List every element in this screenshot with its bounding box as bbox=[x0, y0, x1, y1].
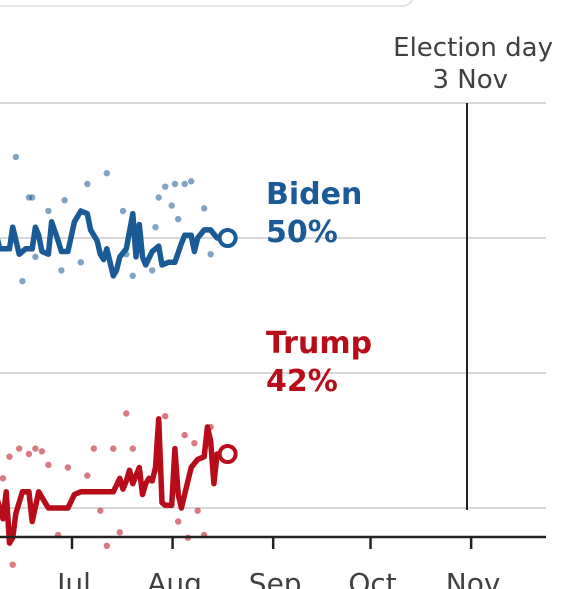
trump-poll-point bbox=[103, 542, 111, 549]
trump-poll-point bbox=[194, 507, 201, 514]
x-tick-label: Jul bbox=[55, 567, 91, 589]
trump-poll-point bbox=[64, 464, 72, 471]
biden-poll-point bbox=[61, 197, 68, 204]
trump-poll-point bbox=[38, 448, 46, 455]
biden-poll-point bbox=[103, 170, 111, 177]
biden-poll-point bbox=[119, 207, 127, 215]
trump-poll-point bbox=[84, 472, 91, 479]
biden-poll-point bbox=[19, 278, 26, 285]
trump-end-marker bbox=[217, 444, 238, 464]
biden-poll-point bbox=[181, 180, 188, 188]
trump-poll-point bbox=[9, 561, 16, 568]
x-tick-label: Aug bbox=[147, 567, 202, 589]
trump-poll-point bbox=[181, 431, 188, 439]
biden-trend-line bbox=[0, 208, 227, 279]
election-day-date: 3 Nov bbox=[432, 65, 508, 95]
trump-poll-point bbox=[110, 445, 117, 452]
trump-trend-line bbox=[0, 416, 227, 546]
trump-poll-point bbox=[25, 450, 33, 458]
biden-poll-point bbox=[187, 178, 195, 185]
biden-poll-point bbox=[84, 180, 91, 188]
trump-poll-point bbox=[32, 445, 39, 452]
trump-poll-point bbox=[0, 475, 7, 482]
gridlines bbox=[0, 102, 546, 509]
biden-poll-point bbox=[174, 215, 182, 223]
biden-poll-point bbox=[58, 267, 65, 274]
biden-poll-point bbox=[171, 180, 179, 188]
top-tab bbox=[0, 0, 414, 7]
biden-poll-point bbox=[149, 267, 156, 274]
trend-lines bbox=[0, 208, 238, 546]
trump-poll-point bbox=[123, 410, 130, 417]
biden-poll-point bbox=[168, 202, 175, 209]
biden-poll-point bbox=[155, 194, 162, 201]
trump-poll-point bbox=[162, 413, 169, 420]
biden-poll-point bbox=[200, 205, 208, 212]
biden-poll-point bbox=[45, 207, 52, 215]
biden-poll-point bbox=[207, 251, 214, 258]
biden-poll-point bbox=[28, 194, 36, 201]
trump-poll-point bbox=[15, 445, 23, 452]
biden-poll-point bbox=[32, 253, 39, 261]
trump-poll-point bbox=[45, 461, 52, 468]
biden-poll-point bbox=[152, 224, 159, 231]
trump-value-label: 42% bbox=[266, 364, 338, 399]
biden-poll-point bbox=[77, 259, 85, 266]
x-tick-label: Nov bbox=[446, 567, 501, 589]
x-tick-label: Oct bbox=[348, 567, 396, 589]
trump-poll-point bbox=[174, 518, 182, 525]
trump-poll-point bbox=[129, 445, 136, 452]
trump-poll-point bbox=[90, 445, 98, 452]
trump-poll-point bbox=[6, 453, 13, 460]
biden-poll-point bbox=[162, 183, 169, 190]
x-axis: JunJulAugSepOctNov bbox=[0, 535, 546, 589]
biden-value-label: 50% bbox=[266, 215, 338, 250]
biden-end-marker bbox=[217, 228, 238, 248]
trump-label: Trump bbox=[266, 326, 372, 361]
biden-poll-point bbox=[129, 272, 136, 279]
x-tick-label: Sep bbox=[249, 567, 302, 589]
biden-poll-point bbox=[12, 153, 20, 161]
trump-poll-point bbox=[97, 507, 104, 514]
trump-poll-point bbox=[116, 529, 123, 536]
trump-poll-point bbox=[191, 440, 198, 447]
biden-label: Biden bbox=[266, 177, 362, 212]
election-day-label: Election day bbox=[393, 33, 553, 63]
